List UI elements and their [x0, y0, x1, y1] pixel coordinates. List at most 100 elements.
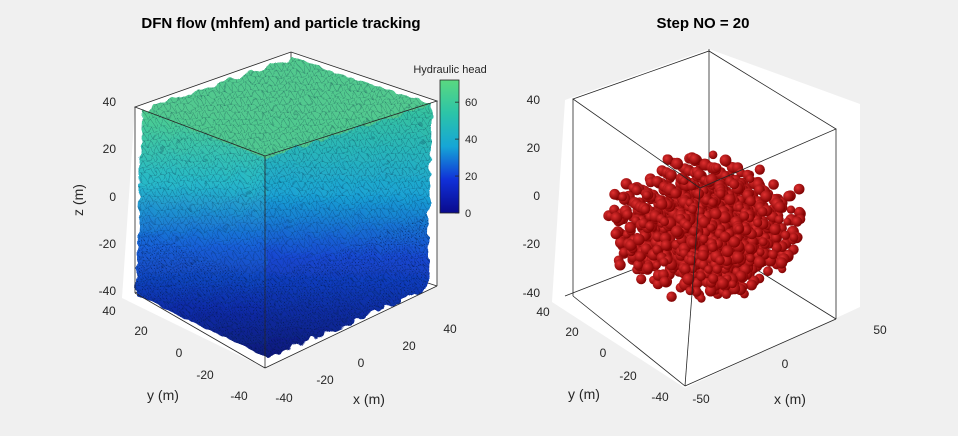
particle-point	[636, 274, 647, 285]
particle-point	[719, 231, 731, 243]
right-y-tick-label: 40	[536, 305, 550, 319]
particle-point	[693, 188, 704, 199]
particle-point	[689, 153, 701, 165]
right-box-front-edges	[572, 50, 837, 387]
particle-point	[768, 179, 779, 190]
particle-point	[645, 221, 655, 231]
right-title: Step NO = 20	[657, 15, 750, 32]
particle-point	[670, 188, 681, 199]
particle-point	[745, 196, 756, 207]
left-x-tick-label: 20	[402, 339, 416, 353]
left-y-tick-label: 0	[176, 346, 183, 360]
particle-point	[619, 247, 629, 257]
particle-point	[704, 265, 713, 274]
left-y-tick-label: -40	[230, 389, 248, 403]
particle-point	[688, 264, 697, 274]
particle-point	[724, 193, 736, 206]
particle-point	[707, 242, 718, 252]
right-z-tick-label: 0	[533, 189, 540, 203]
particle-point	[771, 233, 781, 243]
particle-point	[729, 179, 740, 190]
particle-point	[680, 176, 689, 185]
particle-point	[688, 204, 698, 214]
colorbar: Hydraulic head 0 20 40 60	[413, 64, 486, 220]
particle-point	[696, 271, 706, 281]
particle-point	[728, 236, 741, 248]
right-y-tick-label: 20	[565, 325, 579, 339]
particle-point	[671, 225, 683, 238]
left-x-tick-label: 40	[443, 322, 457, 336]
particle-point	[721, 289, 732, 299]
particle-point	[656, 198, 668, 210]
particle-point	[732, 251, 745, 264]
particle-point	[775, 257, 788, 269]
right-y-tick-label: 0	[600, 346, 607, 360]
right-axes: 40 20 0 -20 -40 40 20 0 -20 -40 y (m) -5…	[523, 15, 887, 407]
left-box-front-edges	[133, 51, 439, 369]
left-z-tick-label: -20	[99, 237, 117, 251]
particle-point	[791, 216, 803, 227]
particle-point	[631, 185, 642, 196]
colorbar-label: Hydraulic head	[413, 64, 486, 76]
particle-point	[610, 228, 622, 240]
particle-point	[698, 216, 710, 228]
right-z-ticks: 40 20 0 -20 -40	[523, 93, 541, 300]
particle-point	[786, 205, 796, 214]
left-zlabel: z (m)	[70, 184, 86, 216]
particle-point	[746, 279, 757, 291]
particle-point	[721, 245, 734, 258]
particle-point	[734, 224, 744, 234]
right-z-tick-label: 40	[527, 93, 541, 107]
particle-point	[753, 256, 766, 268]
particle-point	[774, 201, 786, 213]
right-xlabel: x (m)	[774, 391, 806, 407]
particle-point	[739, 211, 750, 221]
particle-point	[609, 188, 621, 200]
particle-point	[704, 285, 717, 297]
particle-point	[697, 294, 706, 303]
left-z-tick-label: 40	[103, 95, 117, 109]
right-y-ticks: 40 20 0 -20 -40	[536, 305, 669, 404]
particle-point	[716, 189, 726, 199]
particle-point	[783, 190, 794, 202]
particle-point	[666, 291, 677, 302]
particle-point	[697, 249, 709, 261]
left-x-tick-label: -40	[275, 391, 293, 405]
left-z-ticks: 40 20 0 -20 -40	[99, 95, 117, 298]
particle-point	[682, 221, 693, 231]
particle-point	[660, 239, 672, 251]
particle-point	[680, 264, 691, 275]
particle-point	[728, 280, 737, 289]
right-x-ticks: -50 0 50	[692, 323, 887, 406]
particle-point	[610, 212, 623, 224]
right-y-tick-label: -40	[651, 390, 669, 404]
right-z-tick-label: -40	[523, 286, 541, 300]
colorbar-tick-label: 20	[465, 171, 477, 183]
particle-point	[682, 273, 695, 285]
particle-point	[705, 173, 718, 186]
particle-point	[746, 253, 755, 263]
left-x-ticks: -40 -20 0 20 40	[275, 322, 457, 405]
particle-point	[688, 238, 698, 247]
dfn-mesh-triangulation	[135, 58, 432, 358]
right-z-tick-label: -20	[523, 237, 541, 251]
particle-point	[640, 204, 651, 214]
particle-point	[769, 223, 781, 235]
particle-point	[685, 286, 695, 296]
right-x-tick-label: 50	[873, 323, 887, 337]
particle-point	[662, 154, 674, 165]
particle-point	[754, 164, 765, 175]
particle-point	[699, 234, 709, 244]
particle-point	[719, 154, 732, 167]
left-title: DFN flow (mhfem) and particle tracking	[141, 15, 420, 32]
particle-point	[653, 261, 661, 270]
particle-point	[745, 174, 755, 183]
right-x-tick-label: -50	[692, 392, 710, 406]
particle-point	[634, 251, 646, 262]
particle-point	[652, 244, 662, 255]
particle-point	[633, 233, 645, 246]
particle-point	[622, 209, 633, 220]
particle-point	[686, 180, 697, 191]
left-xlabel: x (m)	[353, 391, 385, 407]
